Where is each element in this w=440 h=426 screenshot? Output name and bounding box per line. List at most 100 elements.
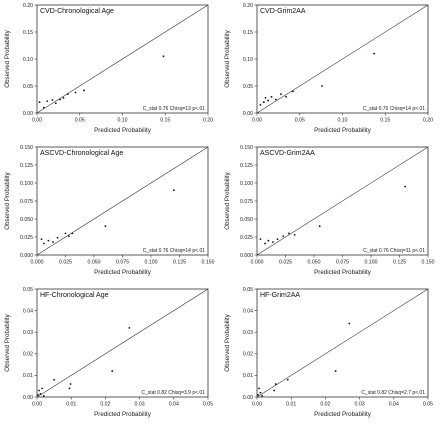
x-tick-label: 0.05: [423, 402, 433, 408]
data-point: [348, 322, 351, 325]
data-point: [286, 378, 289, 381]
x-tick-label: 0.050: [88, 260, 101, 266]
y-tick-label: 0.100: [20, 181, 33, 187]
x-tick-label: 0.10: [117, 118, 127, 124]
data-point: [66, 93, 69, 95]
y-axis-label: Observed Probability: [4, 313, 11, 371]
data-point: [128, 326, 131, 329]
data-point: [274, 383, 277, 385]
data-point: [262, 101, 265, 104]
reference-line: [257, 5, 428, 113]
x-tick-label: 0.20: [203, 118, 213, 124]
data-point: [53, 378, 55, 381]
y-tick-label: 0.02: [23, 352, 33, 358]
data-point: [54, 102, 57, 105]
x-tick-label: 0.01: [66, 402, 76, 408]
y-tick-label: 0.050: [240, 217, 253, 223]
stat-annotation: C_stat 0.82 Chisq=3.9 p<.01: [141, 390, 205, 396]
y-tick-label: 0.20: [243, 3, 253, 9]
panel-title: HF-Grim2AA: [260, 292, 300, 299]
y-tick-label: 0.05: [23, 287, 33, 293]
y-axis-label: Observed Probability: [4, 29, 11, 87]
y-tick-label: 0.150: [20, 145, 33, 151]
data-point: [267, 99, 270, 102]
x-tick-label: 0.02: [320, 402, 330, 408]
x-axis-label: Predicted Probability: [94, 411, 152, 418]
calibration-panel-4: 0.000 0.025 0.050 0.075 0.100 0.125 0.150 0.000…: [224, 145, 435, 276]
y-tick-label: 0.02: [243, 352, 253, 358]
x-tick-label: 0.03: [355, 402, 365, 408]
data-point: [56, 236, 59, 239]
y-tick-label: 0.15: [243, 30, 253, 36]
data-point: [282, 235, 285, 238]
data-point: [280, 93, 282, 95]
x-tick-label: 0.125: [393, 260, 406, 266]
x-tick-label: 0.00: [32, 402, 42, 408]
data-point: [83, 89, 85, 92]
x-tick-label: 0.05: [75, 118, 85, 124]
calibration-panel-5: 0.00 0.01 0.02 0.03 0.04 0.05 0.00 0.01 0.02 0.03…: [4, 287, 213, 418]
y-tick-label: 0.10: [23, 57, 33, 63]
data-point: [273, 389, 275, 392]
x-tick-label: 0.01: [286, 402, 296, 408]
data-point: [74, 91, 77, 94]
x-tick-label: 0.100: [365, 260, 378, 266]
calibration-panel-6: 0.00 0.01 0.02 0.03 0.04 0.05 0.00 0.01 0.02 0.03…: [224, 287, 433, 418]
x-tick-label: 0.20: [423, 118, 433, 124]
data-point: [42, 106, 45, 109]
x-tick-label: 0.000: [31, 260, 44, 266]
data-point: [38, 389, 40, 392]
data-point: [104, 225, 107, 228]
x-tick-label: 0.10: [337, 118, 347, 124]
y-tick-label: 0.20: [23, 3, 33, 9]
x-axis-label: Predicted Probability: [314, 127, 372, 134]
data-point: [42, 242, 45, 245]
data-point: [39, 392, 42, 395]
x-tick-label: 0.05: [295, 118, 305, 124]
data-point: [270, 95, 273, 98]
y-tick-label: 0.025: [240, 235, 253, 241]
x-tick-label: 0.03: [135, 402, 145, 408]
x-tick-label: 0.100: [145, 260, 158, 266]
x-tick-label: 0.050: [308, 260, 321, 266]
data-point: [272, 241, 274, 243]
data-point: [264, 96, 267, 99]
y-tick-label: 0.00: [23, 395, 33, 401]
x-axis-label: Predicted Probability: [314, 269, 372, 276]
data-point: [111, 370, 114, 372]
data-point: [37, 393, 39, 396]
data-point: [52, 241, 54, 243]
y-tick-label: 0.03: [243, 330, 253, 336]
data-point: [274, 98, 277, 101]
data-point: [69, 383, 72, 385]
data-point: [38, 101, 41, 104]
x-tick-label: 0.04: [169, 402, 179, 408]
x-tick-label: 0.150: [422, 260, 435, 266]
data-point: [62, 96, 65, 99]
y-axis-label: Observed Probability: [224, 313, 231, 371]
data-point: [404, 185, 407, 188]
data-point: [64, 232, 67, 235]
x-tick-label: 0.00: [252, 118, 262, 124]
data-point: [51, 99, 54, 101]
calibration-panel-3: 0.000 0.025 0.050 0.075 0.100 0.125 0.150 0.000…: [4, 145, 215, 276]
panel-title: ASCVD-Chronological Age: [40, 150, 123, 157]
data-point: [59, 98, 61, 101]
y-tick-label: 0.00: [243, 395, 253, 401]
y-tick-label: 0.050: [20, 217, 33, 223]
x-tick-label: 0.00: [252, 402, 262, 408]
data-point: [318, 225, 321, 228]
data-point: [258, 387, 260, 390]
y-tick-label: 0.025: [20, 235, 33, 241]
y-tick-label: 0.03: [23, 330, 33, 336]
y-tick-label: 0.125: [240, 163, 253, 169]
stat-annotation: C_stat 0.76 Chisq=11 p<.01: [363, 248, 425, 254]
plot-frame: [36, 288, 209, 398]
y-tick-label: 0.10: [243, 57, 253, 63]
x-tick-label: 0.000: [251, 260, 264, 266]
panel-title: CVD-Chronological Age: [40, 8, 114, 15]
data-point: [71, 232, 74, 235]
x-axis-label: Predicted Probability: [94, 127, 152, 134]
x-tick-label: 0.00: [32, 118, 42, 124]
